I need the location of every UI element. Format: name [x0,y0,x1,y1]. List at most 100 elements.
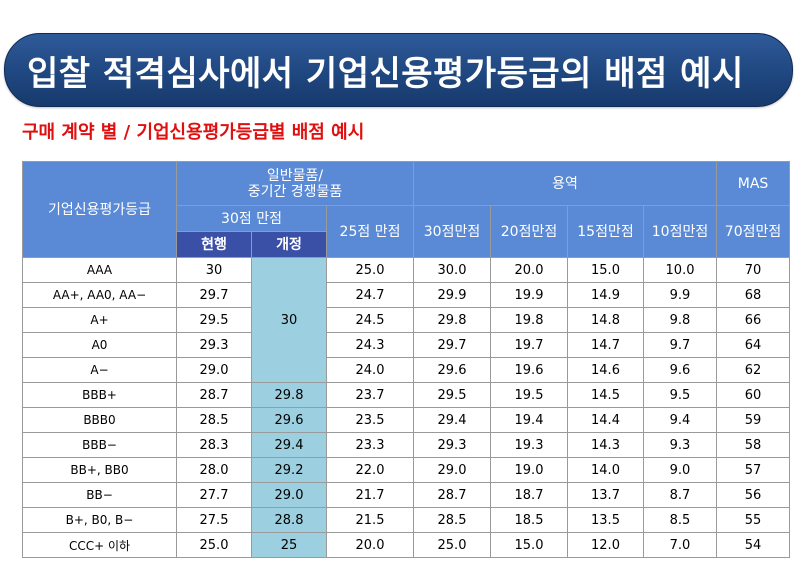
table-body: AAA 30 30 25.0 30.0 20.0 15.0 10.0 70 AA+, AA0, A… [22,257,791,558]
goods-25pts-cell: 23.5 [326,407,414,433]
mas-70pts-cell: 54 [716,532,791,558]
current-score-cell: 28.5 [176,407,252,433]
grade-cell: AA+, AA0, AA− [22,282,177,308]
table-row: A+ 29.5 24.5 29.8 19.8 14.8 9.8 66 [22,307,791,333]
current-score-cell: 25.0 [176,532,252,558]
service-20pts-cell: 18.7 [490,482,568,508]
header-current: 현행 [176,231,252,258]
mas-70pts-cell: 56 [716,482,791,508]
service-30pts-cell: 28.7 [413,482,491,508]
service-10pts-cell: 9.4 [642,407,718,433]
header-service-10pts: 10점만점 [642,205,718,258]
grade-cell: AAA [22,257,177,283]
table-row: B+, B0, B− 27.5 28.8 21.5 28.5 18.5 13.5 8.5 55 [22,507,791,533]
header-service: 용역 [412,161,718,206]
table-row: BBB+ 28.7 29.8 23.7 29.5 19.5 14.5 9.5 60 [22,382,791,408]
section-subtitle: 구매 계약 별 / 기업신용평가등급별 배점 예시 [22,122,365,143]
current-score-cell: 29.7 [176,282,252,308]
service-15pts-cell: 14.8 [567,307,644,333]
service-15pts-cell: 14.5 [567,382,644,408]
revised-score-cell: 29.4 [251,432,327,458]
service-15pts-cell: 13.7 [567,482,644,508]
service-15pts-cell: 14.4 [567,407,644,433]
grade-cell: B+, B0, B− [22,507,177,533]
goods-25pts-cell: 20.0 [326,532,414,558]
current-score-cell: 29.3 [176,332,252,358]
goods-25pts-cell: 24.7 [326,282,414,308]
service-10pts-cell: 9.9 [642,282,718,308]
revised-score-cell: 29.6 [251,407,327,433]
table-row: AA+, AA0, AA− 29.7 24.7 29.9 19.9 14.9 9.9 68 [22,282,791,308]
service-30pts-cell: 30.0 [413,257,491,283]
goods-25pts-cell: 24.0 [326,357,414,383]
mas-70pts-cell: 57 [716,457,791,483]
service-30pts-cell: 29.0 [413,457,491,483]
table-header: 기업신용평가등급 일반물품/ 중기간 경쟁물품 용역 MAS 30점 만점 25… [22,161,791,258]
service-20pts-cell: 19.6 [490,357,568,383]
table-row: A− 29.0 24.0 29.6 19.6 14.6 9.6 62 [22,357,791,383]
service-10pts-cell: 9.3 [642,432,718,458]
header-service-30pts: 30점만점 [413,205,491,258]
goods-25pts-cell: 21.7 [326,482,414,508]
table-row: BBB− 28.3 29.4 23.3 29.3 19.3 14.3 9.3 58 [22,432,791,458]
mas-70pts-cell: 62 [716,357,791,383]
mas-70pts-cell: 66 [716,307,791,333]
current-score-cell: 28.3 [176,432,252,458]
table-row: BB− 27.7 29.0 21.7 28.7 18.7 13.7 8.7 56 [22,482,791,508]
service-10pts-cell: 7.0 [642,532,718,558]
goods-25pts-cell: 24.3 [326,332,414,358]
service-20pts-cell: 19.4 [490,407,568,433]
service-20pts-cell: 19.8 [490,307,568,333]
service-10pts-cell: 9.5 [642,382,718,408]
current-score-cell: 30 [176,257,252,283]
revised-score-cell: 29.8 [251,382,327,408]
service-20pts-cell: 15.0 [490,532,568,558]
goods-25pts-cell: 25.0 [326,257,414,283]
revised-score-cell: 29.0 [251,482,327,508]
service-15pts-cell: 14.0 [567,457,644,483]
grade-cell: BBB− [22,432,177,458]
header-mas-70pts: 70점만점 [716,205,791,258]
service-10pts-cell: 8.5 [642,507,718,533]
service-10pts-cell: 9.0 [642,457,718,483]
mas-70pts-cell: 64 [716,332,791,358]
score-table: 기업신용평가등급 일반물품/ 중기간 경쟁물품 용역 MAS 30점 만점 25… [22,161,791,558]
page-title: 입찰 적격심사에서 기업신용평가등급의 배점 예시 [27,53,744,94]
goods-25pts-cell: 24.5 [326,307,414,333]
mas-70pts-cell: 55 [716,507,791,533]
table-row: BBB0 28.5 29.6 23.5 29.4 19.4 14.4 9.4 59 [22,407,791,433]
service-20pts-cell: 19.7 [490,332,568,358]
grade-cell: BB+, BB0 [22,457,177,483]
service-30pts-cell: 29.8 [413,307,491,333]
service-15pts-cell: 15.0 [567,257,644,283]
service-30pts-cell: 25.0 [413,532,491,558]
service-30pts-cell: 29.4 [413,407,491,433]
header-25pts: 25점 만점 [326,205,414,258]
grade-cell: BBB0 [22,407,177,433]
header-30pts: 30점 만점 [176,205,327,232]
service-15pts-cell: 13.5 [567,507,644,533]
current-score-cell: 27.7 [176,482,252,508]
service-20pts-cell: 19.9 [490,282,568,308]
revised-score-cell: 25 [251,532,327,558]
table-row: CCC+ 이하 25.0 25 20.0 25.0 15.0 12.0 7.0 54 [22,532,791,558]
grade-cell: A− [22,357,177,383]
mas-70pts-cell: 68 [716,282,791,308]
grade-cell: A+ [22,307,177,333]
current-score-cell: 29.0 [176,357,252,383]
service-10pts-cell: 10.0 [642,257,718,283]
service-20pts-cell: 18.5 [490,507,568,533]
current-score-cell: 27.5 [176,507,252,533]
goods-25pts-cell: 22.0 [326,457,414,483]
header-mas: MAS [716,161,791,206]
service-30pts-cell: 29.9 [413,282,491,308]
grade-cell: BBB+ [22,382,177,408]
service-15pts-cell: 14.9 [567,282,644,308]
header-general-goods: 일반물품/ 중기간 경쟁물품 [176,161,414,206]
service-30pts-cell: 29.5 [413,382,491,408]
service-20pts-cell: 19.5 [490,382,568,408]
table-row: A0 29.3 24.3 29.7 19.7 14.7 9.7 64 [22,332,791,358]
service-10pts-cell: 9.7 [642,332,718,358]
service-30pts-cell: 29.3 [413,432,491,458]
service-30pts-cell: 29.7 [413,332,491,358]
